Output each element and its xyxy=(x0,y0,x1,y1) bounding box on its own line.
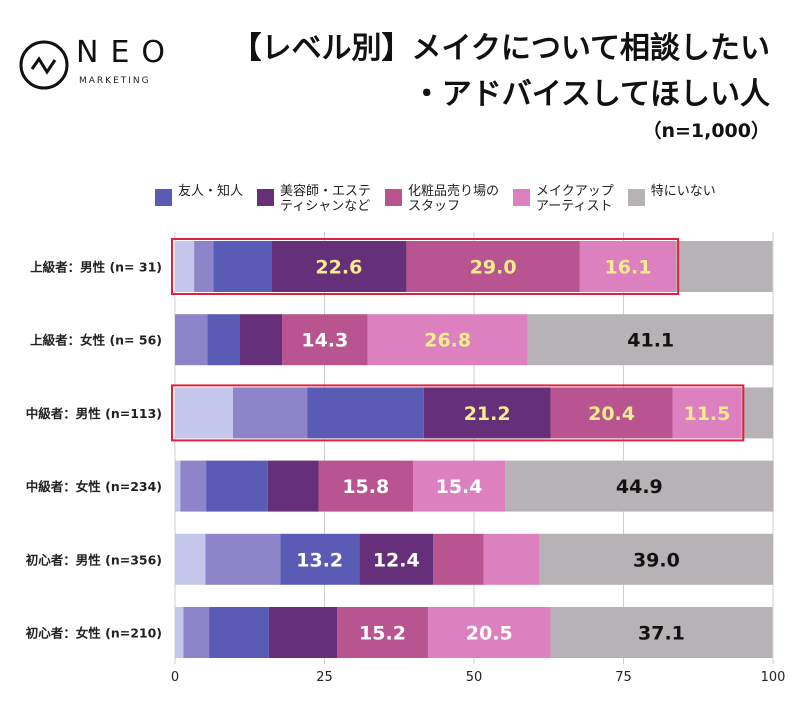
data-label: 20.4 xyxy=(588,403,635,425)
neo-marketing-logo: NEO MARKETING xyxy=(18,35,168,95)
x-tick-label: 100 xyxy=(761,670,786,685)
bar-segment xyxy=(741,387,773,439)
bar-segment xyxy=(280,533,360,585)
bar-segment xyxy=(676,241,773,292)
chart-title: 【レベル別】メイクについて相談したい・アドバイスしてほしい人 xyxy=(232,26,771,118)
legend-label: 友人・知人 xyxy=(178,184,244,199)
title-line: 【レベル別】メイクについて相談したい xyxy=(231,31,771,66)
bar-segment xyxy=(359,533,434,585)
bar-segment xyxy=(180,460,207,512)
bar-segment xyxy=(268,607,338,658)
bar-segment xyxy=(233,387,308,439)
bar-segment xyxy=(423,387,551,439)
highlight-box xyxy=(171,238,680,295)
bar-segment xyxy=(505,460,774,512)
bar-segment xyxy=(550,607,773,658)
data-label: 20.5 xyxy=(466,623,513,645)
category-label: 上級者：男性 (n= 31) xyxy=(30,260,162,275)
category-label: 初心者：女性 (n=210) xyxy=(26,626,162,641)
bar-segment xyxy=(183,607,210,658)
legend-label: 美容師・エステ ティシャンなど xyxy=(280,184,372,214)
bar-segment xyxy=(175,460,181,512)
data-label: 15.4 xyxy=(436,476,483,498)
bar-segment xyxy=(337,607,428,658)
data-label: 22.6 xyxy=(315,257,362,279)
bar-segment xyxy=(205,533,281,585)
legend-item: 化粧品売り場の スタッフ xyxy=(385,184,499,214)
legend: 友人・知人 美容師・エステ ティシャンなど 化粧品売り場の スタッフ メイクアップ ア… xyxy=(155,184,716,214)
x-tick-label: 25 xyxy=(316,670,333,685)
legend-item: 友人・知人 xyxy=(155,184,243,214)
bar-segment xyxy=(175,607,184,658)
bar-segment xyxy=(175,533,206,585)
bar-segment xyxy=(483,533,540,585)
data-label: 44.9 xyxy=(616,476,663,498)
legend-label: メイクアップ アーティスト xyxy=(536,184,614,214)
legend-swatch xyxy=(385,189,403,206)
legend-item: メイクアップ アーティスト xyxy=(513,184,614,214)
logo-name: NEO xyxy=(76,35,178,70)
bar-segment xyxy=(209,607,269,658)
title-line: ・アドバイスしてほしい人 xyxy=(411,77,770,112)
data-label: 29.0 xyxy=(470,257,517,279)
data-label: 39.0 xyxy=(633,549,680,571)
bar-segment xyxy=(367,314,528,366)
legend-swatch xyxy=(155,189,172,206)
data-label: 15.8 xyxy=(342,476,389,498)
category-label: 上級者：女性 (n= 56) xyxy=(30,333,162,348)
data-label: 16.1 xyxy=(605,257,652,279)
bar-segment xyxy=(307,387,424,439)
data-label: 15.2 xyxy=(359,623,406,645)
data-label: 21.2 xyxy=(464,403,511,425)
bar-segment xyxy=(539,533,773,585)
bar-segment xyxy=(175,241,195,292)
legend-swatch xyxy=(257,189,275,206)
legend-swatch xyxy=(627,189,645,206)
category-label: 中級者：女性 (n=234) xyxy=(26,479,162,494)
legend-label: 特にいない xyxy=(650,184,716,199)
bar-segment xyxy=(213,241,272,292)
bar-segment xyxy=(318,460,414,512)
bar-segment xyxy=(433,533,484,585)
x-tick-label: 75 xyxy=(615,670,632,685)
x-tick-label: 0 xyxy=(171,670,179,685)
legend-item: 特にいない xyxy=(627,184,716,214)
logo-circle-icon xyxy=(19,40,69,90)
data-label: 41.1 xyxy=(627,330,674,352)
highlight-box xyxy=(171,384,745,442)
legend-item: 美容師・エステ ティシャンなど xyxy=(257,184,371,214)
bar-segment xyxy=(579,241,677,292)
x-tick-label: 50 xyxy=(466,670,483,685)
category-label: 初心者：男性 (n=356) xyxy=(26,552,162,567)
bar-segment xyxy=(550,387,673,439)
category-label: 中級者：男性 (n=113) xyxy=(26,406,162,421)
bar-segment xyxy=(271,241,407,292)
bar-segment xyxy=(207,314,240,366)
chart-subtitle: （n=1,000） xyxy=(642,120,770,142)
bar-segment xyxy=(427,607,551,658)
data-label: 26.8 xyxy=(424,330,471,352)
bar-segment xyxy=(175,314,208,366)
bar-segment xyxy=(413,460,506,512)
bar-segment xyxy=(406,241,580,292)
data-label: 37.1 xyxy=(638,623,685,645)
bar-segment xyxy=(282,314,368,366)
data-label: 11.5 xyxy=(683,403,730,425)
data-label: 13.2 xyxy=(296,549,343,571)
bar-segment xyxy=(527,314,774,366)
data-label: 14.3 xyxy=(301,330,348,352)
bar-segment xyxy=(672,387,742,439)
bar-segment xyxy=(206,460,268,512)
bar-segment xyxy=(175,387,234,439)
bar-segment xyxy=(239,314,283,366)
legend-label: 化粧品売り場の スタッフ xyxy=(408,184,500,214)
bar-segment xyxy=(194,241,214,292)
data-label: 12.4 xyxy=(373,549,420,571)
legend-swatch xyxy=(513,189,531,206)
bar-segment xyxy=(267,460,319,512)
logo-sub: MARKETING xyxy=(79,76,151,86)
